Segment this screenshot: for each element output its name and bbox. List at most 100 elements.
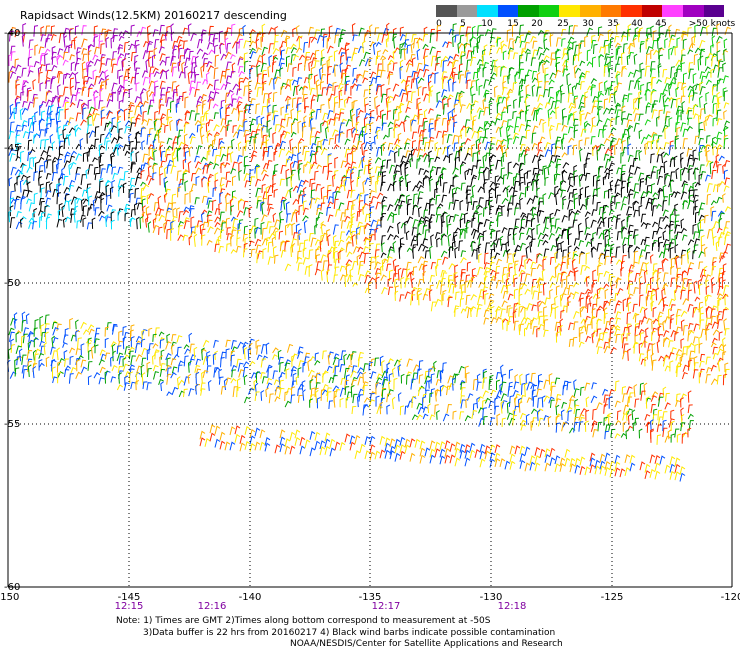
- wind-barb: [711, 35, 716, 48]
- wind-barb: [205, 121, 210, 132]
- wind-barb: [675, 167, 680, 180]
- wind-barb: [406, 76, 412, 85]
- wind-barb: [592, 56, 596, 68]
- wind-barb: [590, 395, 598, 404]
- wind-barb: [98, 145, 105, 152]
- wind-barb: [722, 87, 727, 97]
- wind-barb: [670, 191, 678, 198]
- wind-barb: [314, 49, 320, 62]
- wind-barb: [117, 43, 124, 50]
- wind-barb: [706, 24, 710, 36]
- wind-barb: [178, 71, 185, 79]
- wind-barb: [50, 77, 55, 90]
- wind-barb: [201, 195, 208, 204]
- wind-barb: [687, 303, 694, 312]
- wind-barb: [388, 373, 393, 384]
- wind-barb: [650, 49, 655, 60]
- wind-barb: [444, 447, 451, 457]
- wind-barb: [716, 109, 722, 122]
- wind-barb: [686, 125, 693, 132]
- wind-barb: [580, 386, 585, 396]
- wind-barb: [345, 48, 350, 61]
- wind-barb: [537, 397, 542, 408]
- wind-barb: [244, 237, 249, 248]
- wind-barb: [596, 402, 603, 410]
- wind-barb: [579, 203, 587, 211]
- wind-barb: [225, 339, 231, 348]
- wind-barb: [626, 386, 633, 395]
- wind-barb: [375, 85, 382, 95]
- wind-barb: [178, 55, 185, 67]
- longitude-label: -130: [480, 592, 503, 603]
- legend-swatch: [662, 5, 683, 17]
- wind-barb: [538, 373, 542, 385]
- wind-barb: [256, 252, 261, 264]
- wind-barb: [16, 146, 22, 157]
- wind-barb: [417, 243, 425, 252]
- wind-barb: [166, 137, 173, 145]
- wind-barb: [100, 168, 106, 179]
- wind-barb: [422, 225, 428, 235]
- wind-barb: [267, 104, 271, 116]
- wind-barb: [675, 86, 679, 97]
- wind-barb: [482, 407, 487, 420]
- wind-barb: [537, 291, 543, 300]
- wind-barb: [501, 300, 508, 307]
- wind-barb: [514, 202, 521, 210]
- wind-barb: [435, 258, 442, 269]
- wind-barb: [452, 167, 459, 175]
- wind-barb: [39, 183, 44, 193]
- wind-barb: [555, 106, 560, 120]
- wind-barb: [122, 326, 127, 336]
- wind-barb: [561, 28, 567, 36]
- wind-barb: [424, 202, 431, 211]
- wind-barb: [100, 353, 107, 361]
- wind-barb: [190, 183, 197, 192]
- wind-barb: [332, 224, 339, 235]
- wind-barb: [377, 63, 383, 73]
- wind-barb: [434, 404, 439, 415]
- wind-barb: [532, 167, 538, 176]
- wind-barb: [255, 60, 262, 68]
- wind-barb: [39, 64, 46, 72]
- wind-barb: [404, 438, 411, 448]
- wind-barb: [315, 109, 321, 120]
- wind-barb: [316, 396, 321, 409]
- wind-barb: [536, 72, 541, 83]
- wind-barb: [87, 83, 95, 90]
- wind-barb: [640, 340, 648, 348]
- wind-barb: [488, 120, 496, 128]
- wind-barb: [483, 182, 487, 193]
- wind-barb: [21, 319, 27, 332]
- wind-barb: [278, 387, 285, 398]
- wind-barb: [454, 275, 459, 288]
- wind-barb: [593, 43, 598, 55]
- time-label: 12:15: [115, 601, 144, 612]
- wind-barb: [548, 117, 553, 127]
- wind-barb: [477, 266, 484, 276]
- wind-barb: [387, 225, 394, 233]
- wind-barb: [698, 128, 704, 139]
- wind-barb: [116, 56, 122, 66]
- wind-barb: [662, 89, 668, 96]
- wind-barb: [555, 236, 560, 247]
- wind-barb: [86, 76, 93, 85]
- wind-barb: [27, 101, 34, 110]
- wind-barb: [148, 343, 154, 355]
- wind-barb: [448, 215, 454, 223]
- wind-barb: [526, 197, 534, 205]
- wind-barb: [230, 378, 237, 384]
- wind-barb: [550, 217, 555, 227]
- wind-barb: [134, 54, 139, 66]
- wind-barb: [662, 319, 666, 331]
- wind-barb: [397, 364, 402, 377]
- wind-barb: [394, 438, 401, 448]
- wind-barb: [717, 310, 723, 320]
- wind-barb: [705, 322, 713, 331]
- wind-barb: [63, 27, 70, 35]
- wind-barb: [512, 162, 520, 169]
- wind-barb: [650, 403, 656, 414]
- wind-barb: [90, 345, 95, 359]
- wind-barb: [261, 202, 265, 215]
- wind-barb: [351, 212, 356, 223]
